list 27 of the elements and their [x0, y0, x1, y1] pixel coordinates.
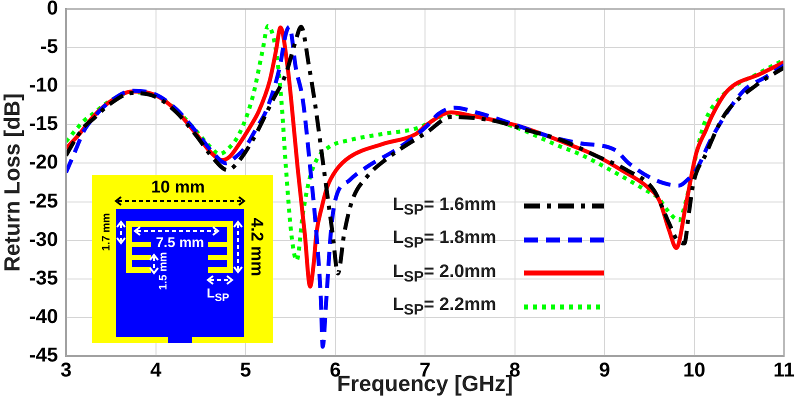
- y-tick-label: -10: [29, 74, 58, 97]
- annotation: 4.2 mm: [248, 218, 266, 276]
- legend-label: L$_{SP}$= 1.8mm: [392, 227, 498, 252]
- legend-label: L$_{SP}$= 1.6mm: [392, 194, 498, 218]
- x-tick-label: 5: [240, 360, 252, 382]
- annotation: L$_{SP}$: [206, 285, 230, 304]
- y-tick-label: -30: [29, 228, 58, 251]
- y-tick-label: -40: [29, 306, 58, 328]
- y-tick-label: 0: [46, 0, 58, 20]
- y-tick-label: -15: [29, 113, 58, 136]
- x-tick-label: 11: [773, 360, 795, 382]
- y-tick-label: -45: [29, 344, 58, 367]
- annotation: 7.5 mm: [156, 234, 204, 250]
- legend-label: L$_{SP}$= 2.2mm: [392, 294, 498, 319]
- annotation: 1.7 mm: [100, 213, 112, 251]
- x-tick-label: 3: [60, 360, 72, 382]
- x-tick-label: 4: [150, 360, 162, 382]
- y-tick-label: -5: [40, 36, 58, 58]
- x-tick-label: 10: [683, 360, 706, 382]
- annotation: 1.5 mm: [158, 252, 170, 290]
- annotation: 10 mm: [151, 178, 205, 196]
- legend-label: L$_{SP}$= 2.0mm: [392, 260, 498, 286]
- x-tick-label: 9: [598, 360, 610, 382]
- y-tick-label: -35: [29, 267, 58, 290]
- y-axis-title: Return Loss [dB]: [0, 93, 24, 272]
- y-tick-label: -25: [29, 190, 58, 212]
- y-tick-label: -20: [29, 152, 58, 174]
